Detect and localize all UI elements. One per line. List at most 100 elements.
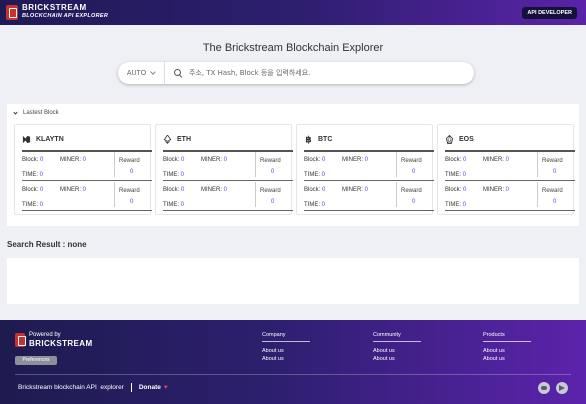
miner-label: MINER: xyxy=(60,187,81,193)
latest-block-toggle[interactable]: Lastest Block xyxy=(13,109,59,116)
footer-logo[interactable]: Powered by BRICKSTREAM xyxy=(15,332,93,348)
footer-link[interactable]: About us xyxy=(262,348,284,354)
search-input[interactable] xyxy=(189,69,474,77)
search-type-select[interactable]: AUTO xyxy=(118,62,165,84)
block-row[interactable]: Block: 0 MINER: 0 TIME: 0 Reward 0 xyxy=(163,182,293,211)
brickstream-logo-icon xyxy=(6,4,18,20)
reward-value: 0 xyxy=(412,169,416,175)
miner-value: 0 xyxy=(364,157,369,163)
block-row[interactable]: Block: 0 MINER: 0 TIME: 0 Reward 0 xyxy=(304,152,434,181)
card-header: ฿ BTC xyxy=(304,135,332,146)
reward-value: 0 xyxy=(271,199,275,205)
time-label: TIME: xyxy=(163,172,179,178)
logo-subtitle: BLOCKCHAIN API EXPLORER xyxy=(22,13,109,19)
time-value: 0 xyxy=(39,202,44,208)
preferences-button[interactable]: Preferences xyxy=(15,356,57,365)
reward-cell: Reward 0 xyxy=(255,152,293,177)
footer-column-community: Community About us About us xyxy=(373,332,421,363)
donate-link[interactable]: Donate xyxy=(138,384,161,391)
block-card-eos[interactable]: EOS Block: 0 MINER: 0 TIME: 0 Reward 0 Block: … xyxy=(437,124,575,215)
chevron-down-icon xyxy=(13,109,18,115)
reward-value: 0 xyxy=(130,169,134,175)
miner-label: MINER: xyxy=(201,187,222,193)
card-header: ETH xyxy=(163,134,191,144)
footer-column-products: Products About us About us xyxy=(483,332,531,363)
footer-column-company: Company About us About us xyxy=(262,332,310,363)
reward-label: Reward xyxy=(542,188,563,194)
footer-bottom: Brickstream blockchain API explorer Dona… xyxy=(18,383,168,392)
block-value: 0 xyxy=(463,187,467,193)
latest-block-panel: Lastest Block KLAYTN Block: 0 MINER: 0 TIME… xyxy=(7,104,579,226)
block-label: Block: xyxy=(304,187,321,193)
reward-cell: Reward 0 xyxy=(537,182,575,207)
row-divider xyxy=(445,209,575,211)
time-label: TIME: xyxy=(304,202,320,208)
block-value: 0 xyxy=(40,187,44,193)
chat-icon[interactable] xyxy=(538,382,550,394)
miner-value: 0 xyxy=(82,157,87,163)
miner-label: MINER: xyxy=(342,157,363,163)
miner-label: MINER: xyxy=(201,157,222,163)
miner-label: MINER: xyxy=(342,187,363,193)
row-divider xyxy=(304,209,434,211)
top-header: BRICKSTREAM BLOCKCHAIN API EXPLORER API … xyxy=(0,0,586,25)
card-header-divider xyxy=(304,150,434,152)
api-developer-button[interactable]: API DEVELOPER xyxy=(522,7,577,19)
search-result-title: Search Result : none xyxy=(7,240,87,249)
block-row[interactable]: Block: 0 MINER: 0 TIME: 0 Reward 0 xyxy=(445,152,575,181)
time-label: TIME: xyxy=(163,202,179,208)
klaytn-icon xyxy=(22,135,31,144)
block-label: Block: xyxy=(22,157,39,163)
block-row[interactable]: Block: 0 MINER: 0 TIME: 0 Reward 0 xyxy=(163,152,293,181)
reward-value: 0 xyxy=(553,169,557,175)
time-value: 0 xyxy=(462,202,467,208)
row-divider xyxy=(22,179,152,181)
block-value: 0 xyxy=(322,187,326,193)
reward-value: 0 xyxy=(412,199,416,205)
footer-link[interactable]: About us xyxy=(262,356,284,362)
block-row[interactable]: Block: 0 MINER: 0 TIME: 0 Reward 0 xyxy=(22,152,152,181)
coin-name: EOS xyxy=(459,136,474,143)
reward-label: Reward xyxy=(542,158,563,164)
footer-link[interactable]: About us xyxy=(373,348,395,354)
page-title: The Brickstream Blockchain Explorer xyxy=(202,42,384,54)
footer-column-title: Community xyxy=(373,332,421,342)
block-value: 0 xyxy=(322,157,326,163)
row-divider xyxy=(22,209,152,211)
row-divider xyxy=(445,179,575,181)
reward-cell: Reward 0 xyxy=(114,152,152,177)
card-header-divider xyxy=(445,150,575,152)
reward-cell: Reward 0 xyxy=(537,152,575,177)
coin-name: ETH xyxy=(177,136,191,143)
time-value: 0 xyxy=(39,172,44,178)
block-row[interactable]: Block: 0 MINER: 0 TIME: 0 Reward 0 xyxy=(445,182,575,211)
reward-value: 0 xyxy=(271,169,275,175)
reward-cell: Reward 0 xyxy=(255,182,293,207)
search-icon[interactable] xyxy=(174,69,182,77)
bitcoin-icon: ฿ xyxy=(304,135,313,146)
miner-label: MINER: xyxy=(483,157,504,163)
footer-link[interactable]: About us xyxy=(373,356,395,362)
chevron-down-icon xyxy=(150,69,156,75)
time-label: TIME: xyxy=(304,172,320,178)
footer-column-title: Products xyxy=(483,332,531,342)
block-card-klaytn[interactable]: KLAYTN Block: 0 MINER: 0 TIME: 0 Reward 0 Bloc… xyxy=(14,124,152,215)
latest-block-heading: Lastest Block xyxy=(23,110,59,116)
brickstream-logo[interactable]: BRICKSTREAM BLOCKCHAIN API EXPLORER xyxy=(6,4,108,20)
block-row[interactable]: Block: 0 MINER: 0 TIME: 0 Reward 0 xyxy=(22,182,152,211)
block-label: Block: xyxy=(304,157,321,163)
block-value: 0 xyxy=(181,157,185,163)
reward-value: 0 xyxy=(130,199,134,205)
block-value: 0 xyxy=(40,157,44,163)
reward-value: 0 xyxy=(553,199,557,205)
footer-divider xyxy=(15,374,571,375)
block-row[interactable]: Block: 0 MINER: 0 TIME: 0 Reward 0 xyxy=(304,182,434,211)
footer-link[interactable]: About us xyxy=(483,356,505,362)
block-card-eth[interactable]: ETH Block: 0 MINER: 0 TIME: 0 Reward 0 Block: … xyxy=(155,124,293,215)
footer-brand: BRICKSTREAM xyxy=(29,339,93,348)
block-card-btc[interactable]: ฿ BTC Block: 0 MINER: 0 TIME: 0 Reward 0 Block:… xyxy=(296,124,434,215)
telegram-icon[interactable] xyxy=(556,382,568,394)
reward-label: Reward xyxy=(119,158,140,164)
reward-cell: Reward 0 xyxy=(396,152,434,177)
footer-link[interactable]: About us xyxy=(483,348,505,354)
